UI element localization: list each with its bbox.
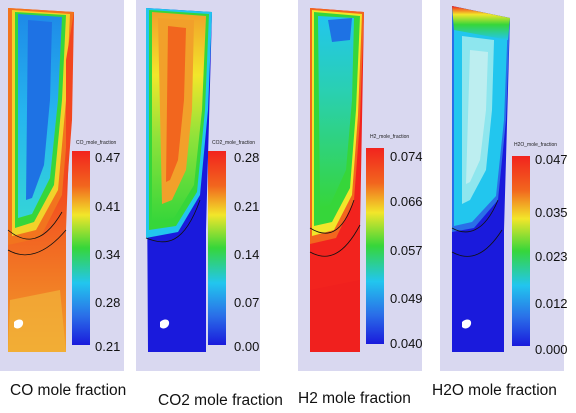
h2o-legend-title: H2O_mole_fraction [514, 142, 558, 148]
co-tick-label: 0.21 [95, 339, 121, 354]
co2-tick-label: 0.07 [234, 295, 260, 310]
h2o-tick-label: 0.035 [535, 205, 568, 220]
h2o-tick-label: 0.023 [535, 249, 568, 264]
h2-colorbar [366, 148, 384, 344]
co2-tick-label: 0.28 [234, 150, 260, 165]
h2-tick-label: 0.057 [390, 243, 423, 258]
h2o-caption: H2O mole fraction [432, 382, 557, 399]
co-tick-label: 0.28 [95, 295, 121, 310]
co-contour-plot [7, 8, 74, 352]
co-panel: CO_mole_fraction 0.47 0.41 0.34 0.28 0.2… [0, 0, 124, 371]
co-tick-label: 0.34 [95, 247, 121, 262]
co2-tick-label: 0.00 [234, 339, 260, 354]
h2o-colorbar [512, 156, 530, 346]
co2-legend-title: CO2_mole_fraction [212, 140, 256, 146]
co-tick-label: 0.41 [95, 199, 121, 214]
h2o-tick-label: 0.047 [535, 152, 568, 167]
co2-panel: CO2_mole_fraction 0.28 0.21 0.14 0.07 0.… [136, 0, 260, 371]
co-caption: CO mole fraction [10, 382, 127, 399]
h2-tick-label: 0.040 [390, 336, 423, 351]
co2-contour-plot [145, 8, 212, 352]
co-colorbar [72, 151, 90, 345]
co2-caption: CO2 mole fraction [158, 392, 283, 409]
h2o-contour-plot [451, 6, 510, 352]
h2-tick-label: 0.074 [390, 149, 423, 164]
h2-caption: H2 mole fraction [298, 390, 411, 407]
h2-panel: H2_mole_fraction 0.074 0.066 0.057 0.049… [298, 0, 423, 371]
co-tick-label: 0.47 [95, 150, 121, 165]
co2-tick-label: 0.21 [234, 199, 260, 214]
h2-legend-title: H2_mole_fraction [370, 134, 410, 140]
h2-contour-plot [309, 8, 364, 352]
h2o-tick-label: 0.000 [535, 342, 568, 357]
h2-tick-label: 0.049 [390, 291, 423, 306]
co2-colorbar [208, 151, 226, 345]
h2-tick-label: 0.066 [390, 194, 423, 209]
co2-tick-label: 0.14 [234, 247, 260, 262]
h2o-panel: H2O_mole_fraction 0.047 0.035 0.023 0.01… [440, 0, 568, 371]
co-legend-title: CO_mole_fraction [76, 140, 117, 146]
h2o-tick-label: 0.012 [535, 296, 568, 311]
